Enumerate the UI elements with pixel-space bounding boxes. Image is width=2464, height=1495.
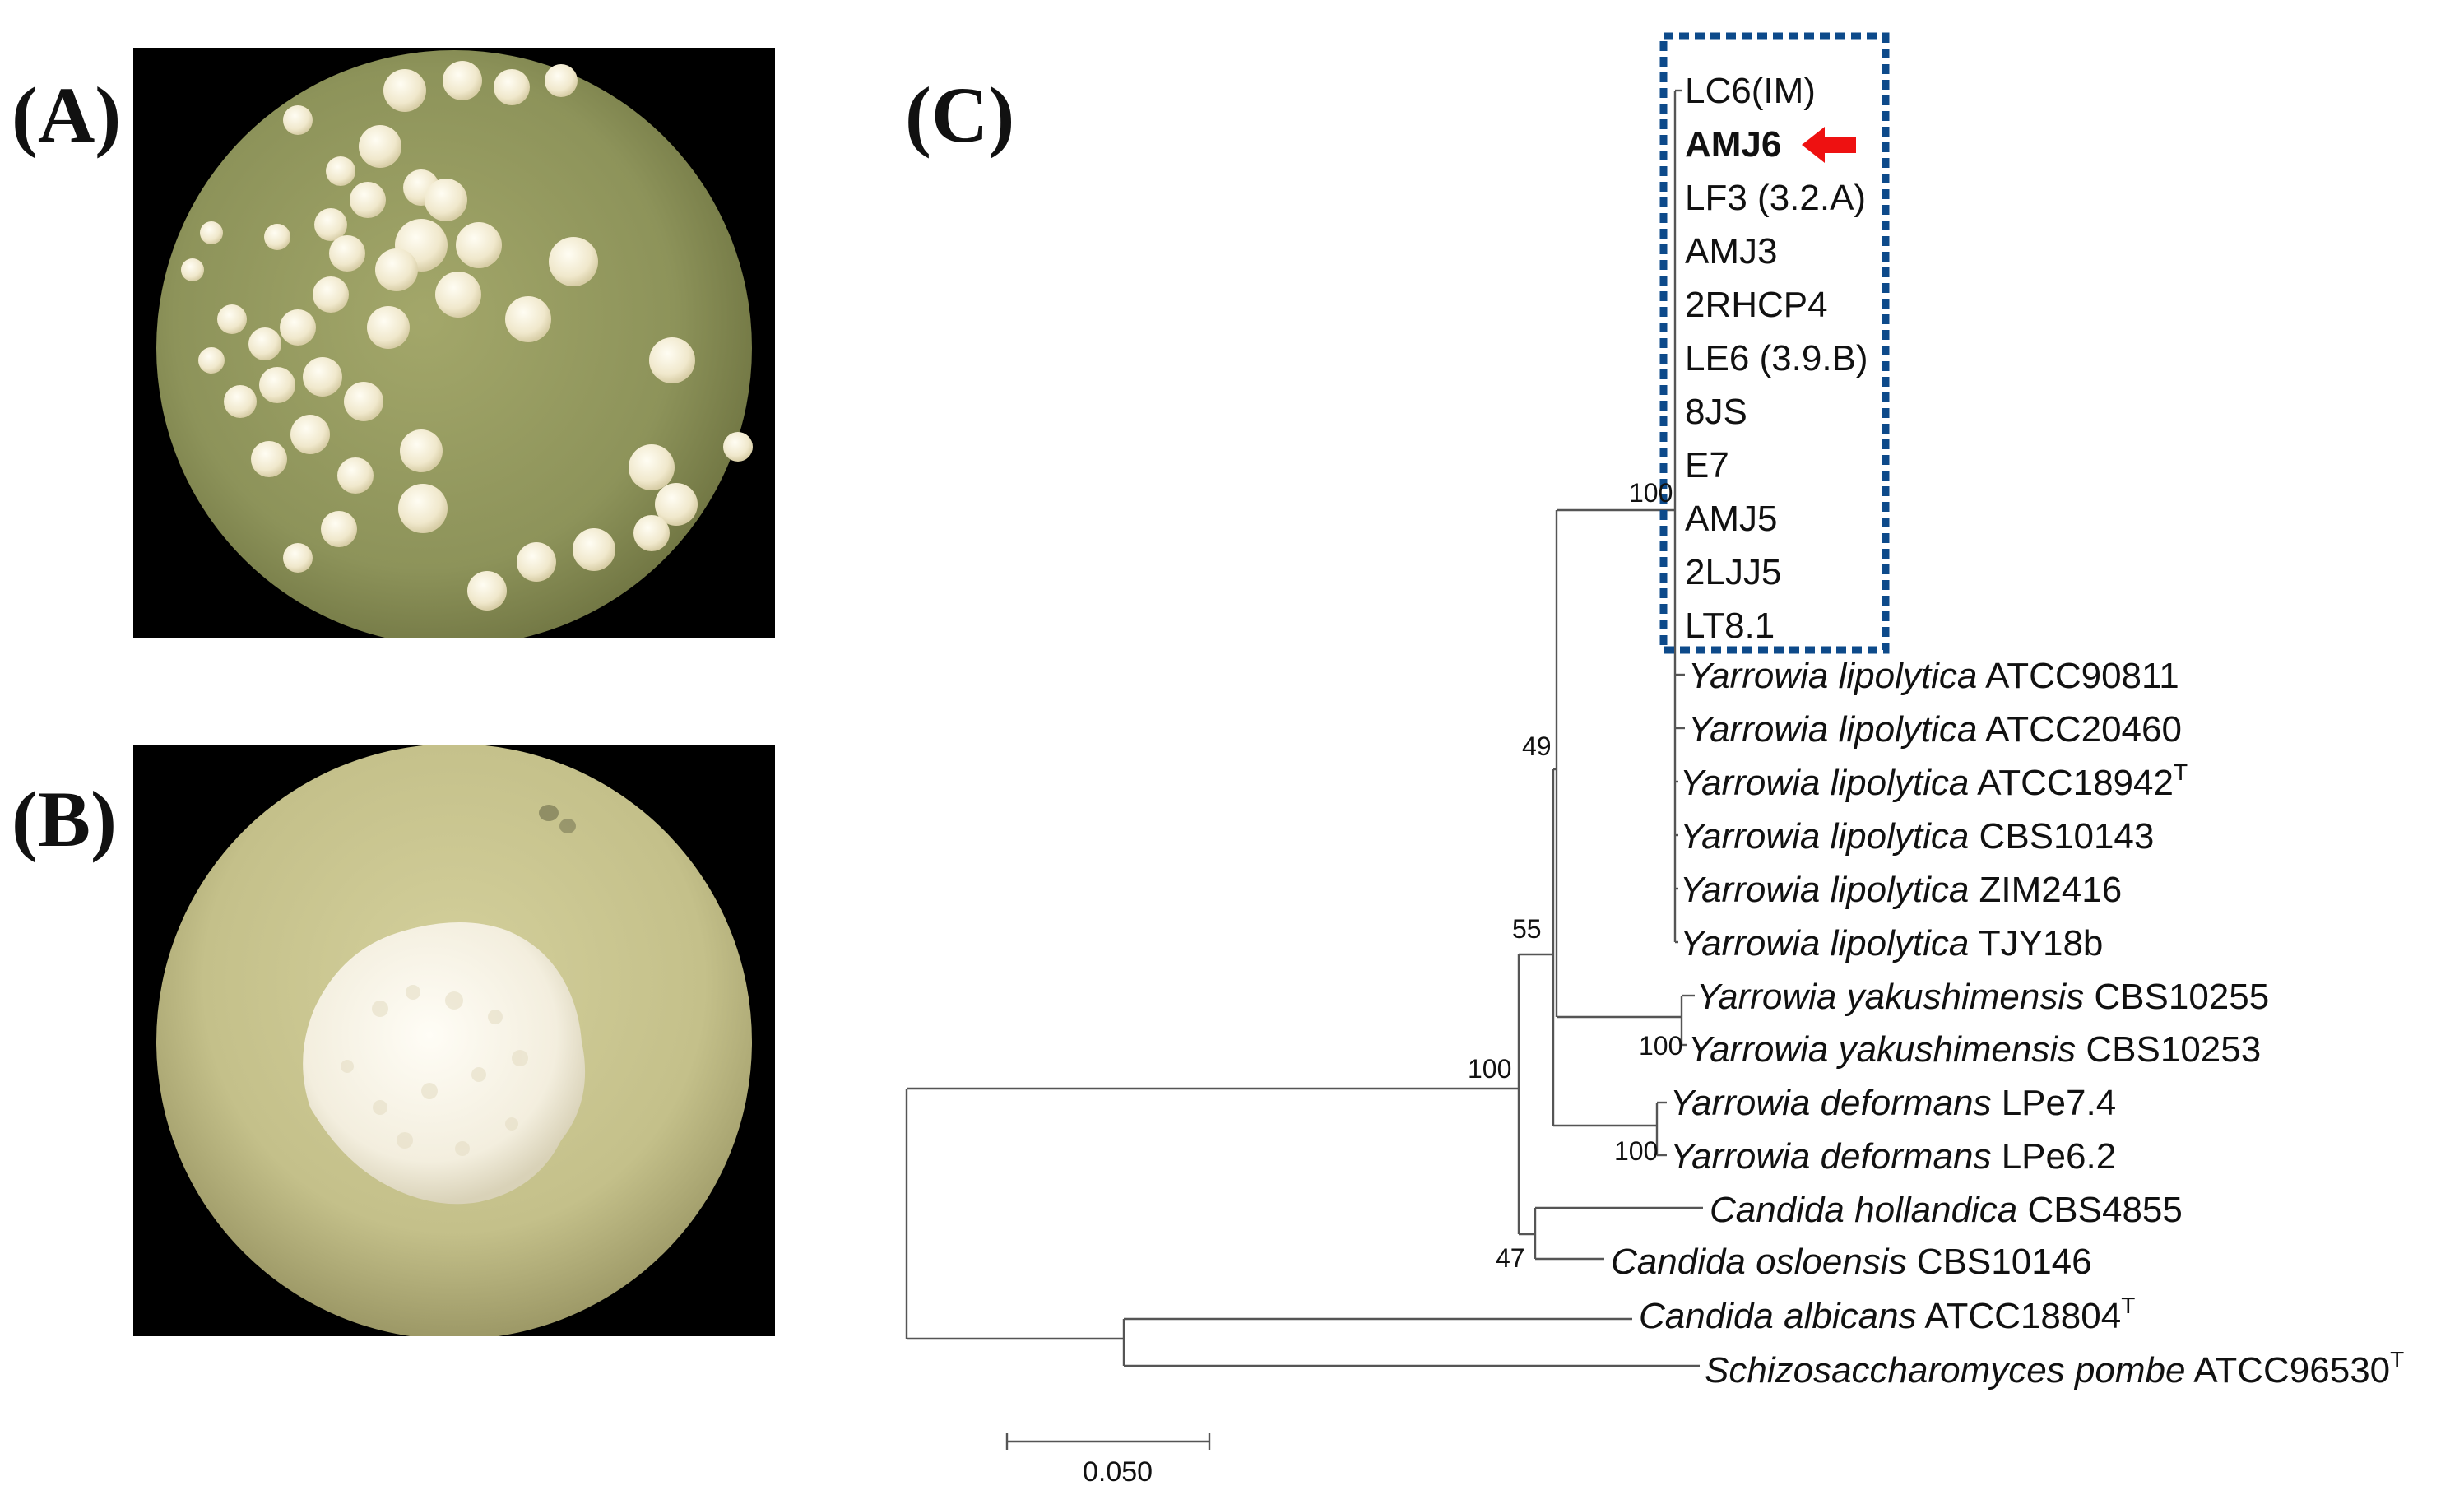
species-name: Yarrowia lipolytica bbox=[1688, 656, 1977, 696]
strain-name: ZIM2416 bbox=[1979, 870, 2123, 910]
strain-spacer bbox=[2076, 1029, 2086, 1070]
reference-taxa: Yarrowia lipolytica ATCC90811 Yarrowia l… bbox=[1611, 656, 2404, 1391]
species-name: Yarrowia lipolytica bbox=[1680, 763, 1969, 803]
type-strain-mark: T bbox=[2121, 1293, 2135, 1318]
taxon-label: LT8.1 bbox=[1685, 606, 1775, 646]
colony-cluster bbox=[181, 61, 753, 611]
species-name: Candida osloensis bbox=[1611, 1242, 1907, 1282]
colony-texture bbox=[341, 985, 528, 1156]
taxon-label: Candida osloensis CBS10146 bbox=[1611, 1242, 2092, 1282]
strain-name: TJY18b bbox=[1979, 923, 2104, 963]
single-colony-plate-photo bbox=[156, 745, 752, 1336]
species-name: Yarrowia lipolytica bbox=[1680, 870, 1969, 910]
taxon-label: AMJ5 bbox=[1685, 499, 1777, 539]
strain-spacer bbox=[2017, 1190, 2027, 1230]
wrinkled-colony bbox=[303, 922, 586, 1205]
taxon-label: LC6(IM) bbox=[1685, 71, 1816, 111]
highlighted-taxon-label: AMJ6 bbox=[1685, 124, 1781, 165]
bootstrap-value: 100 bbox=[1639, 1031, 1682, 1061]
species-name: Yarrowia lipolytica bbox=[1688, 709, 1977, 750]
taxon-label: E7 bbox=[1685, 445, 1729, 485]
highlight-box bbox=[1659, 32, 1890, 654]
strain-name: CBS10255 bbox=[2094, 977, 2269, 1017]
species-name: Yarrowia deformans bbox=[1670, 1083, 1991, 1123]
taxon-label: Schizosaccharomyces pombe ATCC96530T bbox=[1705, 1347, 2404, 1391]
taxon-label: 2RHCP4 bbox=[1685, 285, 1828, 325]
bootstrap-value: 100 bbox=[1629, 478, 1673, 508]
tree-branches bbox=[905, 89, 1703, 1367]
petri-dish bbox=[156, 50, 752, 638]
bootstrap-values: 100 49 55 100 100 100 47 bbox=[1468, 478, 1682, 1273]
strain-name: ATCC90811 bbox=[1985, 656, 2179, 696]
species-name: Yarrowia yakushimensis bbox=[1688, 1029, 2076, 1070]
taxon-label: AMJ3 bbox=[1685, 231, 1777, 272]
scale-bar-label: 0.050 bbox=[1083, 1456, 1153, 1488]
taxon-label: LE6 (3.9.B) bbox=[1685, 338, 1868, 378]
strain-name: LPe7.4 bbox=[2002, 1083, 2116, 1123]
strain-name: CBS10146 bbox=[1917, 1242, 2092, 1282]
strain-spacer bbox=[1907, 1242, 1917, 1282]
bootstrap-value: 49 bbox=[1522, 731, 1552, 761]
taxon-label: Candida albicans ATCC18804T bbox=[1639, 1293, 2135, 1336]
strain-spacer bbox=[1991, 1083, 2001, 1123]
panel-c-label: (C) bbox=[905, 71, 1015, 159]
taxon-label: Yarrowia lipolytica CBS10143 bbox=[1680, 816, 2154, 857]
bootstrap-value: 100 bbox=[1614, 1136, 1658, 1166]
strain-spacer bbox=[1969, 870, 1979, 910]
strain-name: CBS10253 bbox=[2086, 1029, 2261, 1070]
taxon-label: Yarrowia lipolytica ATCC18942T bbox=[1680, 759, 2188, 803]
photo-a bbox=[133, 48, 775, 638]
strain-spacer bbox=[1969, 763, 1977, 803]
taxon-label: 2LJJ5 bbox=[1685, 552, 1781, 592]
strain-name: ATCC18942 bbox=[1977, 763, 2174, 803]
species-name: Yarrowia lipolytica bbox=[1680, 923, 1969, 963]
bootstrap-value: 55 bbox=[1512, 914, 1542, 944]
strain-spacer bbox=[1977, 656, 1985, 696]
species-name: Candida albicans bbox=[1639, 1296, 1917, 1336]
type-strain-mark: T bbox=[2174, 759, 2188, 785]
taxon-label: Yarrowia yakushimensis CBS10255 bbox=[1696, 977, 2269, 1017]
strain-name: CBS4855 bbox=[2028, 1190, 2183, 1230]
strain-spacer bbox=[1977, 709, 1985, 750]
species-name: Yarrowia yakushimensis bbox=[1696, 977, 2084, 1017]
taxon-label: Yarrowia lipolytica ATCC90811 bbox=[1688, 656, 2179, 696]
strain-name: ATCC18804 bbox=[1924, 1296, 2121, 1336]
yeast-colonies-plate-photo bbox=[156, 50, 753, 638]
taxon-label: Yarrowia lipolytica TJY18b bbox=[1680, 923, 2103, 963]
boxed-isolates: LC6(IM) AMJ6 LF3 (3.2.A) AMJ3 2RHCP4 LE6… bbox=[1685, 71, 1868, 646]
species-name: Yarrowia lipolytica bbox=[1680, 816, 1969, 857]
taxon-label: 8JS bbox=[1685, 392, 1747, 432]
strain-spacer bbox=[1969, 816, 1979, 857]
strain-spacer bbox=[2185, 1350, 2193, 1391]
bootstrap-value: 100 bbox=[1468, 1054, 1511, 1084]
red-arrow-icon bbox=[1802, 127, 1856, 163]
species-name: Schizosaccharomyces pombe bbox=[1705, 1350, 2185, 1391]
photo-b bbox=[133, 745, 775, 1336]
type-strain-mark: T bbox=[2390, 1347, 2404, 1372]
taxon-label: Yarrowia lipolytica ATCC20460 bbox=[1688, 709, 2182, 750]
plate-spot bbox=[559, 819, 576, 833]
strain-name: ATCC96530 bbox=[2193, 1350, 2390, 1391]
plate-spot bbox=[539, 805, 559, 821]
strain-name: LPe6.2 bbox=[2002, 1136, 2116, 1177]
strain-name: ATCC20460 bbox=[1985, 709, 2182, 750]
strain-name: CBS10143 bbox=[1979, 816, 2155, 857]
species-name: Yarrowia deformans bbox=[1670, 1136, 1991, 1177]
strain-spacer bbox=[2084, 977, 2094, 1017]
taxon-label: LF3 (3.2.A) bbox=[1685, 178, 1866, 218]
scale-bar: 0.050 bbox=[1005, 1433, 1211, 1488]
taxon-label: Yarrowia deformans LPe7.4 bbox=[1670, 1083, 2116, 1123]
taxon-label: Yarrowia deformans LPe6.2 bbox=[1670, 1136, 2116, 1177]
taxon-label: Yarrowia yakushimensis CBS10253 bbox=[1688, 1029, 2261, 1070]
taxon-label: Candida hollandica CBS4855 bbox=[1710, 1190, 2183, 1230]
species-name: Candida hollandica bbox=[1710, 1190, 2017, 1230]
strain-spacer bbox=[1969, 923, 1978, 963]
panel-b-label: (B) bbox=[12, 775, 117, 863]
strain-spacer bbox=[1917, 1296, 1925, 1336]
bootstrap-value: 47 bbox=[1496, 1243, 1525, 1273]
strain-spacer bbox=[1991, 1136, 2001, 1177]
taxon-label: Yarrowia lipolytica ZIM2416 bbox=[1680, 870, 2122, 910]
panel-a-label: (A) bbox=[12, 71, 122, 159]
